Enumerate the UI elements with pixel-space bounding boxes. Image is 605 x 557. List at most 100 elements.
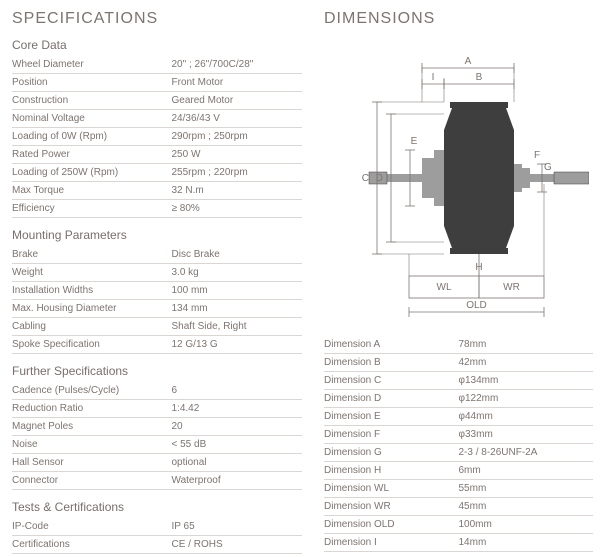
spec-value: 24/36/43 V: [172, 110, 303, 128]
svg-text:D: D: [375, 173, 382, 184]
dimension-value: 14mm: [459, 534, 594, 552]
spec-label: Connector: [12, 472, 172, 490]
table-row: Noise< 55 dB: [12, 436, 302, 454]
dimension-label: Dimension I: [324, 534, 459, 552]
spec-label: Cabling: [12, 318, 172, 336]
svg-text:WL: WL: [436, 282, 451, 293]
svg-text:E: E: [410, 136, 417, 147]
svg-text:B: B: [475, 72, 482, 83]
spec-label: Magnet Poles: [12, 418, 172, 436]
table-row: Dimension B42mm: [324, 354, 593, 372]
motor-diagram: AIBCDEFGHWLWROLD: [329, 38, 589, 328]
table-row: CertificationsCE / ROHS: [12, 536, 302, 554]
dimension-label: Dimension F: [324, 426, 459, 444]
tests-table: IP-CodeIP 65CertificationsCE / ROHS: [12, 518, 302, 554]
svg-text:WR: WR: [503, 282, 520, 293]
spec-label: Loading of 250W (Rpm): [12, 164, 172, 182]
table-row: Dimension Fφ33mm: [324, 426, 593, 444]
spec-label: Spoke Specification: [12, 336, 172, 354]
table-row: Dimension WR45mm: [324, 498, 593, 516]
table-row: Dimension Dφ122mm: [324, 390, 593, 408]
dimension-value: 55mm: [459, 480, 594, 498]
dimension-value: 100mm: [459, 516, 594, 534]
spec-label: Rated Power: [12, 146, 172, 164]
spec-value: 3.0 kg: [172, 264, 303, 282]
dimensions-column: DIMENSIONS AIBCDEFGHWLWROLD Dimension A7…: [324, 10, 593, 547]
tests-heading: Tests & Certifications: [12, 500, 302, 514]
table-row: CablingShaft Side, Right: [12, 318, 302, 336]
further-table: Cadence (Pulses/Cycle)6Reduction Ratio1:…: [12, 382, 302, 490]
spec-value: Geared Motor: [172, 92, 303, 110]
spec-value: 250 W: [172, 146, 303, 164]
further-heading: Further Specifications: [12, 364, 302, 378]
table-row: Loading of 0W (Rpm)290rpm ; 250rpm: [12, 128, 302, 146]
spec-label: Reduction Ratio: [12, 400, 172, 418]
spec-label: Nominal Voltage: [12, 110, 172, 128]
table-row: Cadence (Pulses/Cycle)6: [12, 382, 302, 400]
spec-value: 32 N.m: [172, 182, 303, 200]
dimension-label: Dimension E: [324, 408, 459, 426]
dimension-label: Dimension WR: [324, 498, 459, 516]
dimension-label: Dimension H: [324, 462, 459, 480]
spec-label: Brake: [12, 246, 172, 264]
svg-text:A: A: [464, 56, 471, 67]
spec-value: Waterproof: [172, 472, 303, 490]
spec-label: Efficiency: [12, 200, 172, 218]
spec-label: Installation Widths: [12, 282, 172, 300]
dimensions-table: Dimension A78mmDimension B42mmDimension …: [324, 336, 593, 552]
dimension-value: 6mm: [459, 462, 594, 480]
dimension-label: Dimension D: [324, 390, 459, 408]
dimension-value: φ134mm: [459, 372, 594, 390]
spec-value: 20: [172, 418, 303, 436]
dimension-label: Dimension WL: [324, 480, 459, 498]
dimension-value: φ122mm: [459, 390, 594, 408]
spec-value: 100 mm: [172, 282, 303, 300]
table-row: Weight3.0 kg: [12, 264, 302, 282]
table-row: Dimension A78mm: [324, 336, 593, 354]
spec-label: Certifications: [12, 536, 172, 554]
spec-value: 12 G/13 G: [172, 336, 303, 354]
spec-label: Position: [12, 74, 172, 92]
table-row: ConstructionGeared Motor: [12, 92, 302, 110]
table-row: Dimension I14mm: [324, 534, 593, 552]
dimension-value: φ33mm: [459, 426, 594, 444]
spec-label: Noise: [12, 436, 172, 454]
table-row: Dimension OLD100mm: [324, 516, 593, 534]
table-row: Max Torque32 N.m: [12, 182, 302, 200]
spec-value: 290rpm ; 250rpm: [172, 128, 303, 146]
spec-label: Loading of 0W (Rpm): [12, 128, 172, 146]
dimension-value: φ44mm: [459, 408, 594, 426]
spec-value: CE / ROHS: [172, 536, 303, 554]
dimension-label: Dimension C: [324, 372, 459, 390]
spec-value: Front Motor: [172, 74, 303, 92]
table-row: Rated Power250 W: [12, 146, 302, 164]
svg-text:G: G: [544, 162, 552, 173]
dimension-value: 2-3 / 8-26UNF-2A: [459, 444, 594, 462]
specifications-column: SPECIFICATIONS Core Data Wheel Diameter2…: [12, 10, 302, 547]
spec-label: IP-Code: [12, 518, 172, 536]
table-row: Dimension WL55mm: [324, 480, 593, 498]
table-row: Wheel Diameter20" ; 26"/700C/28": [12, 56, 302, 74]
spec-value: 134 mm: [172, 300, 303, 318]
specifications-heading: SPECIFICATIONS: [12, 10, 302, 28]
spec-value: 255rpm ; 220rpm: [172, 164, 303, 182]
spec-value: < 55 dB: [172, 436, 303, 454]
table-row: IP-CodeIP 65: [12, 518, 302, 536]
spec-label: Max. Housing Diameter: [12, 300, 172, 318]
spec-value: IP 65: [172, 518, 303, 536]
svg-text:F: F: [534, 150, 540, 161]
spec-value: 6: [172, 382, 303, 400]
table-row: Installation Widths100 mm: [12, 282, 302, 300]
mounting-table: BrakeDisc BrakeWeight3.0 kgInstallation …: [12, 246, 302, 354]
table-row: Dimension H6mm: [324, 462, 593, 480]
dimension-label: Dimension A: [324, 336, 459, 354]
spec-value: Disc Brake: [172, 246, 303, 264]
dimension-value: 42mm: [459, 354, 594, 372]
spec-value: ≥ 80%: [172, 200, 303, 218]
spec-label: Weight: [12, 264, 172, 282]
svg-text:OLD: OLD: [466, 300, 487, 311]
spec-label: Construction: [12, 92, 172, 110]
table-row: Hall Sensoroptional: [12, 454, 302, 472]
dimension-label: Dimension G: [324, 444, 459, 462]
spec-value: Shaft Side, Right: [172, 318, 303, 336]
